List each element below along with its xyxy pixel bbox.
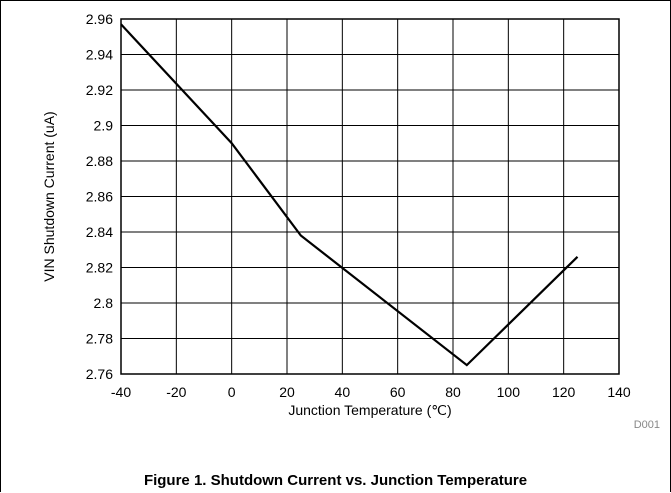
series-line <box>120 23 579 367</box>
y-axis-title: VIN Shutdown Current (uA) <box>41 111 57 281</box>
y-tick-label: 2.82 <box>86 260 113 276</box>
x-tick-label: 120 <box>552 384 576 400</box>
y-tick-label: 2.92 <box>86 82 113 98</box>
y-tick-label: 2.88 <box>86 153 113 169</box>
y-tick-label: 2.9 <box>94 118 114 134</box>
y-tick-label: 2.84 <box>86 224 113 240</box>
x-tick-label: 0 <box>228 384 236 400</box>
y-tick-label: 2.94 <box>86 47 113 63</box>
y-tick-label: 2.96 <box>86 11 113 27</box>
x-axis-ticks: -40 -20 0 20 40 60 80 100 120 140 <box>111 384 631 400</box>
y-tick-label: 2.8 <box>94 295 114 311</box>
series-group <box>120 23 579 367</box>
y-axis-ticks: 2.76 2.78 2.8 2.82 2.84 2.86 2.88 2.9 2.92 2.94 2.… <box>86 11 113 382</box>
x-tick-label: -20 <box>166 384 186 400</box>
x-tick-label: 100 <box>497 384 521 400</box>
x-tick-label: 140 <box>607 384 631 400</box>
y-tick-label: 2.78 <box>86 331 113 347</box>
x-tick-label: 60 <box>390 384 406 400</box>
y-tick-label: 2.86 <box>86 189 113 205</box>
x-tick-label: 40 <box>335 384 351 400</box>
figure-caption: Figure 1. Shutdown Current vs. Junction … <box>143 472 528 489</box>
y-tick-label: 2.76 <box>86 366 113 382</box>
x-tick-label: -40 <box>111 384 131 400</box>
x-axis-title: Junction Temperature (℃) <box>288 402 451 418</box>
x-tick-label: 80 <box>445 384 461 400</box>
grid <box>120 18 620 375</box>
plot-border <box>120 18 620 375</box>
x-tick-label: 20 <box>279 384 295 400</box>
figure-code: D001 <box>634 419 660 431</box>
